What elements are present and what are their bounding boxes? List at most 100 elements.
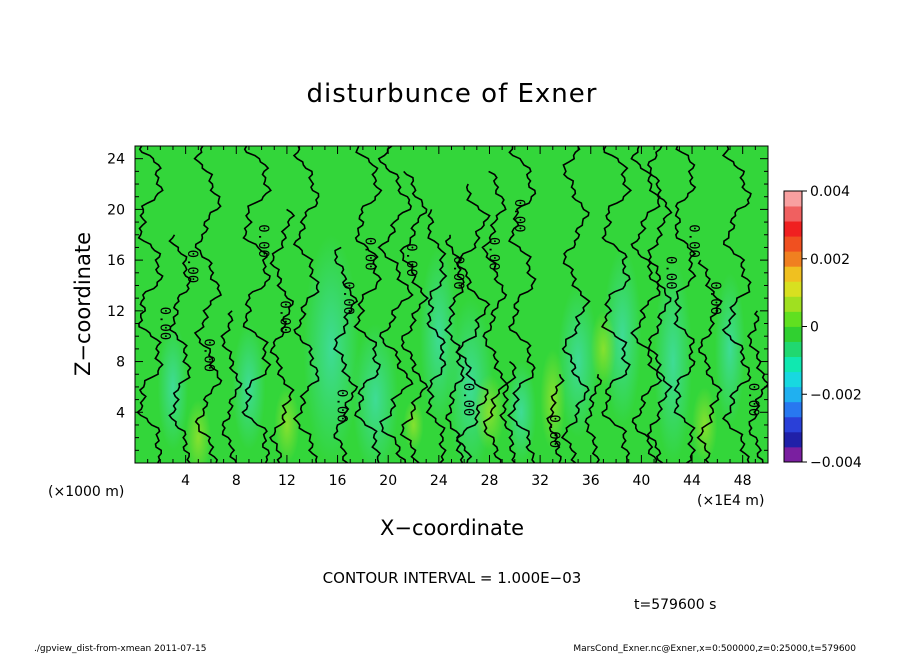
field-shade-blob xyxy=(557,285,599,438)
x-axis-label: X−coordinate xyxy=(380,516,524,540)
x-tick-label: 36 xyxy=(582,473,600,489)
field-shade-blob xyxy=(654,260,693,463)
field-shade-blob xyxy=(590,310,617,387)
x-tick-label: 16 xyxy=(329,473,347,489)
x-tick-label: 48 xyxy=(734,473,752,489)
x-tick-label: 32 xyxy=(531,473,549,489)
colorbar-swatch xyxy=(784,191,802,207)
contour-line xyxy=(584,374,603,463)
contour-line xyxy=(600,146,633,463)
contour-label: 0.00 xyxy=(707,281,723,315)
contour-label: 0.00 xyxy=(156,307,172,341)
footer-right: MarsCond_Exner.nc@Exner,x=0:500000,z=0:2… xyxy=(573,644,856,654)
y-axis: 4 8 12 16 20 24 xyxy=(107,152,768,451)
contour-line xyxy=(220,310,243,463)
x-tick-label: 28 xyxy=(481,473,499,489)
field-shade-blob xyxy=(157,323,189,451)
field-shade-blob xyxy=(505,361,537,463)
colorbar-swatch xyxy=(784,341,802,358)
field-shade-blob xyxy=(403,399,424,451)
contour-line xyxy=(455,183,491,463)
contour-label: 0.00 xyxy=(361,237,377,271)
colorbar-swatch xyxy=(784,281,802,297)
colorbar-swatch xyxy=(784,221,802,237)
colorbar-tick-label: −0.004 xyxy=(810,455,862,471)
y-tick-label: 20 xyxy=(107,202,125,218)
time-label: t=579600 s xyxy=(634,597,716,613)
x-tick-label: 44 xyxy=(683,473,701,489)
colorbar: 0.004 0.002 0 −0.002 −0.004 xyxy=(783,184,862,471)
contour-label: 0.00 xyxy=(277,300,293,334)
x-tick-label: 4 xyxy=(181,473,190,489)
y-tick-label: 24 xyxy=(107,152,125,168)
colorbar-swatch xyxy=(784,266,802,282)
contour-line xyxy=(136,146,164,463)
x-scale-label: (×1E4 m) xyxy=(697,493,764,509)
y-tick-label: 4 xyxy=(116,405,125,421)
contour-label: 0.00 xyxy=(686,224,702,258)
chart-title: disturbunce of Exner xyxy=(307,79,598,109)
field-shade-blob xyxy=(352,323,399,463)
x-tick-label: 40 xyxy=(632,473,650,489)
field-shade-blob xyxy=(185,399,211,463)
plot-area: 0.00 0.00 0.00 0.00 0.00 0.00 0.00 0.00 0.00 0.00… xyxy=(134,145,769,464)
contour-label: 0.00 xyxy=(511,199,527,233)
colorbar-swatch xyxy=(784,386,802,403)
colorbar-swatch xyxy=(784,296,802,312)
contour-label: 0.00 xyxy=(184,250,200,284)
colorbar-swatch xyxy=(784,326,802,342)
colorbar-swatch xyxy=(784,206,802,222)
contour-line xyxy=(673,146,697,463)
contour-label: 0.00 xyxy=(450,256,466,290)
contour-label: 0.00 xyxy=(745,383,761,417)
field-shade-blob xyxy=(274,386,300,463)
footer-left: ./gpview_dist-from-xmean 2011-07-15 xyxy=(34,644,206,654)
contour-line xyxy=(193,146,223,463)
contour-line xyxy=(168,234,192,463)
contour-line xyxy=(292,146,320,463)
x-axis: 4 8 12 16 20 24 28 32 36 40 44 48 xyxy=(147,146,756,489)
contour-label: 0.00 xyxy=(255,224,271,258)
x-unit-label: (×1000 m) xyxy=(48,484,124,500)
colorbar-swatch xyxy=(784,371,802,388)
y-axis-label: Z−coordinate xyxy=(71,232,95,376)
contour-line xyxy=(499,360,517,463)
contour-line xyxy=(630,146,663,463)
contour-line xyxy=(507,146,537,463)
colorbar-swatch xyxy=(784,356,802,373)
x-tick-label: 20 xyxy=(379,473,397,489)
y-tick-label: 8 xyxy=(116,355,125,371)
contour-label: 0.00 xyxy=(334,389,350,423)
contour-line xyxy=(425,209,448,463)
contour-interval-label: CONTOUR INTERVAL = 1.000E−03 xyxy=(323,569,582,587)
contour-line xyxy=(560,146,591,463)
colorbar-swatch xyxy=(784,251,802,267)
field-shade-blob xyxy=(474,374,505,451)
contour-line xyxy=(399,170,429,463)
x-tick-label: 12 xyxy=(278,473,296,489)
contour-line xyxy=(646,146,673,463)
contour-label: 0.00 xyxy=(486,237,502,271)
contour-line xyxy=(696,259,723,463)
colorbar-swatch xyxy=(784,446,802,463)
colorbar-swatch xyxy=(784,431,802,448)
colorbar-swatch xyxy=(784,416,802,433)
contour-labels: 0.00 0.00 0.00 0.00 0.00 0.00 0.00 0.00 0.00 0.00… xyxy=(156,199,761,448)
contour-label: 0.00 xyxy=(340,281,356,315)
contour-label: 0.00 xyxy=(663,256,679,290)
contour-label: 0.00 xyxy=(460,383,476,417)
field-shade-blob xyxy=(692,386,718,463)
contour-line xyxy=(332,246,359,463)
colorbar-tick-label: 0.002 xyxy=(810,252,850,268)
y-tick-label: 12 xyxy=(107,304,125,320)
colorbar-swatch xyxy=(784,311,802,327)
contour-label: 0.00 xyxy=(403,243,419,277)
contour-lines xyxy=(136,146,768,463)
contour-label: 0.00 xyxy=(546,414,562,448)
x-tick-label: 8 xyxy=(232,473,241,489)
contour-line xyxy=(377,146,414,463)
colorbar-swatch xyxy=(784,236,802,252)
colorbar-tick-label: 0 xyxy=(810,320,819,336)
contour-line xyxy=(721,146,752,463)
